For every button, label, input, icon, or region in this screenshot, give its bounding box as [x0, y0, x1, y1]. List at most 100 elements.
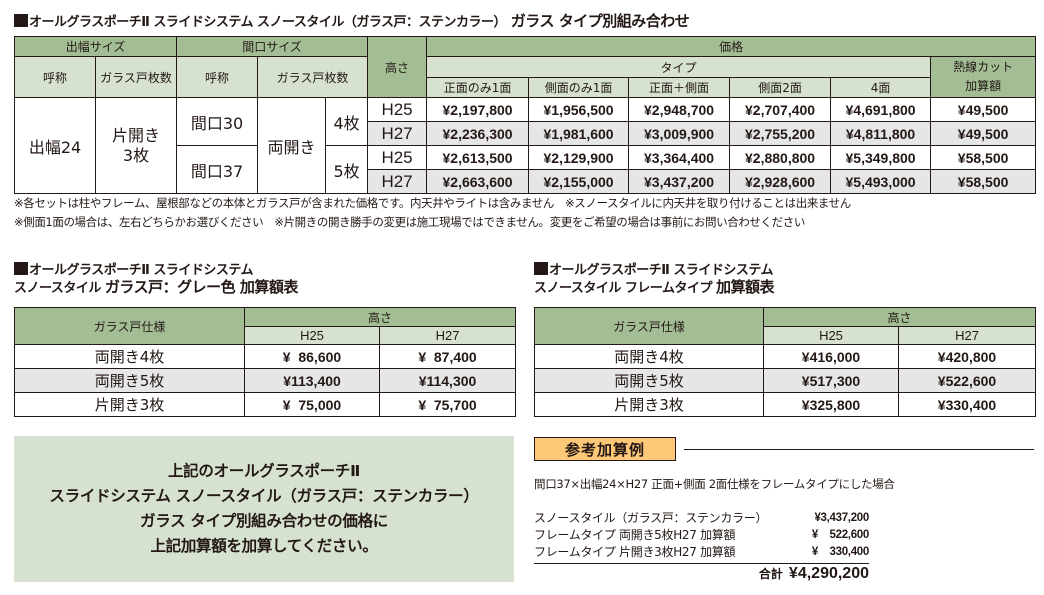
price-cell: ¥2,236,300 [426, 121, 530, 146]
header-h27: H27 [897, 326, 1037, 345]
width-name-cell: 間口30 [176, 97, 259, 146]
divider-line [684, 449, 1034, 450]
table-row: 片開き3枚 ¥325,800 ¥330,400 [534, 392, 1037, 417]
main-title: オールグラスポーチⅡ スライドシステム スノースタイル（ガラス戸：ステンカラー）… [14, 12, 690, 32]
price-cell: ¥4,691,800 [830, 97, 932, 122]
header-h25: H25 [763, 326, 899, 345]
value-cell: ¥330,400 [897, 392, 1037, 417]
table-row: 両開き4枚 ¥416,000 ¥420,800 [534, 344, 1037, 369]
table-row: H27 ¥2,663,600 ¥2,155,000 ¥3,437,200 ¥2,… [15, 169, 1037, 194]
price-cell: ¥5,493,000 [830, 169, 932, 194]
square-bullet-icon [14, 14, 28, 27]
gray-table-title: オールグラスポーチⅡ スライドシステム スノースタイル ガラス戸：グレー色 加算… [14, 262, 298, 297]
reference-item: フレームタイプ 片開き3枚H27 加算額 ¥ 330,400 [534, 545, 869, 560]
price-cell: ¥4,811,800 [830, 121, 932, 146]
price-cell: ¥2,755,200 [729, 121, 832, 146]
price-cell: ¥2,613,500 [426, 145, 530, 170]
spec-cell: 両開き4枚 [534, 344, 764, 369]
header-depth-name: 呼称 [14, 56, 96, 98]
price-cell: ¥5,349,800 [830, 145, 932, 170]
height-cell: H27 [367, 121, 428, 146]
reference-item-amount: ¥3,437,200 [814, 512, 869, 524]
reference-item-amount: ¥ 330,400 [811, 546, 869, 558]
height-cell: H25 [367, 97, 428, 122]
square-bullet-icon [534, 262, 548, 275]
note-line-2: ※側面1面の場合は、左右どちらかお選びください ※片開きの開き勝手の変更は施工現… [14, 215, 805, 229]
reference-item-amount: ¥ 522,600 [811, 529, 869, 541]
price-cell: ¥3,364,400 [628, 145, 731, 170]
price-cell: ¥2,197,800 [426, 97, 530, 122]
main-title-suffix: ガラス タイプ別組み合わせ [510, 12, 690, 30]
header-depth-glass-count: ガラス戸枚数 [94, 56, 178, 98]
height-cell: H25 [367, 145, 428, 170]
total-amount: ¥4,290,200 [788, 565, 869, 582]
spec-cell: 片開き3枚 [14, 392, 245, 417]
instruction-line-1: 上記のオールグラスポーチⅡ [167, 462, 360, 480]
value-cell: ¥517,300 [763, 368, 899, 393]
heat-cut-cell: ¥49,500 [930, 121, 1037, 146]
header-type: タイプ [426, 56, 932, 78]
instruction-line-2: スライドシステム スノースタイル（ガラス戸：ステンカラー） [49, 487, 479, 505]
header-heat-cut: 熱線カット 加算額 [930, 56, 1037, 98]
main-price-table: 出幅サイズ 間口サイズ 高さ 価格 呼称 ガラス戸枚数 呼称 ガラス戸枚数 タイ… [13, 36, 1037, 194]
value-cell: ¥ 75,700 [378, 392, 517, 417]
spec-cell: 両開き5枚 [534, 368, 764, 393]
table-row: 片開き3枚 ¥ 75,000 ¥ 75,700 [14, 392, 517, 417]
gray-glass-addon-table: ガラス戸仕様 高さ H25 H27 両開き4枚 ¥ 86,600 ¥ 87,40… [14, 307, 517, 417]
price-cell: ¥1,956,500 [528, 97, 630, 122]
value-cell: ¥114,300 [378, 368, 517, 393]
glass-count-cell: 4枚 [325, 97, 369, 146]
heat-cut-cell: ¥49,500 [930, 97, 1037, 122]
reference-item-label: フレームタイプ 両開き5枚H27 加算額 [534, 528, 736, 542]
header-width-name: 呼称 [176, 56, 259, 98]
total-divider-line [534, 563, 869, 564]
depth-name-cell: 出幅24 [14, 97, 96, 194]
header-h27: H27 [378, 326, 517, 345]
reference-item: スノースタイル（ガラス戸：ステンカラー） ¥3,437,200 [534, 511, 869, 526]
frame-type-addon-table: ガラス戸仕様 高さ H25 H27 両開き4枚 ¥416,000 ¥420,80… [534, 307, 1037, 417]
gray-table-title-line1: オールグラスポーチⅡ スライドシステム [29, 263, 253, 278]
value-cell: ¥325,800 [763, 392, 899, 417]
table-row: 両開き5枚 ¥517,300 ¥522,600 [534, 368, 1037, 393]
table-row: H27 ¥2,236,300 ¥1,981,600 ¥3,009,900 ¥2,… [15, 121, 1037, 146]
value-cell: ¥522,600 [897, 368, 1037, 393]
header-height: 高さ [762, 307, 1037, 327]
value-cell: ¥ 75,000 [244, 392, 380, 417]
spec-cell: 両開き4枚 [14, 344, 245, 369]
header-width-glass-count: ガラス戸枚数 [257, 56, 369, 98]
header-h25: H25 [244, 326, 380, 345]
square-bullet-icon [14, 262, 28, 275]
frame-table-title: オールグラスポーチⅡ スライドシステム スノースタイル フレームタイプ 加算額表 [534, 262, 775, 297]
heat-cut-cell: ¥58,500 [930, 169, 1037, 194]
value-cell: ¥420,800 [897, 344, 1037, 369]
heat-cut-cell: ¥58,500 [930, 145, 1037, 170]
instruction-line-3: ガラス タイプ別組み合わせの価格に [140, 512, 388, 530]
header-type-two-sides: 側面2面 [729, 77, 832, 98]
depth-glass-cell: 片開き 3枚 [94, 97, 178, 194]
price-cell: ¥3,437,200 [628, 169, 731, 194]
table-row: 両開き4枚 ¥ 86,600 ¥ 87,400 [14, 344, 517, 369]
note-line-1: ※各セットは柱やフレーム、屋根部などの本体とガラス戸が含まれた価格です。内天井や… [14, 196, 851, 210]
value-cell: ¥ 87,400 [378, 344, 517, 369]
gray-table-title-line2b: ガラス戸：グレー色 加算額表 [104, 278, 298, 296]
reference-item-label: フレームタイプ 片開き3枚H27 加算額 [534, 545, 736, 559]
header-type-front-only: 正面のみ1面 [426, 77, 530, 98]
value-cell: ¥416,000 [763, 344, 899, 369]
gray-table-title-line2a: スノースタイル [14, 281, 101, 296]
price-cell: ¥2,880,800 [729, 145, 832, 170]
header-glass-spec: ガラス戸仕様 [534, 307, 764, 345]
height-cell: H27 [367, 169, 428, 194]
price-cell: ¥2,928,600 [729, 169, 832, 194]
table-row: 間口37 5枚 H25 ¥2,613,500 ¥2,129,900 ¥3,364… [15, 145, 1037, 194]
price-cell: ¥2,155,000 [528, 169, 630, 194]
header-depth-size: 出幅サイズ [13, 36, 178, 57]
table-row: 出幅24 片開き 3枚 間口30 両開き 4枚 H25 ¥2,197,800 ¥… [14, 97, 1037, 194]
value-cell: ¥ 86,600 [244, 344, 380, 369]
reference-example-list: スノースタイル（ガラス戸：ステンカラー） ¥3,437,200 フレームタイプ … [534, 511, 869, 583]
header-price: 価格 [426, 36, 1037, 57]
main-title-prefix: オールグラスポーチⅡ スライドシステム スノースタイル（ガラス戸：ステンカラー） [29, 15, 507, 30]
header-type-front-side: 正面＋側面 [628, 77, 731, 98]
header-heat-cut-line2: 加算額 [965, 79, 1002, 93]
glass-count-cell: 5枚 [325, 145, 369, 194]
total-label: 合計 [758, 567, 783, 581]
